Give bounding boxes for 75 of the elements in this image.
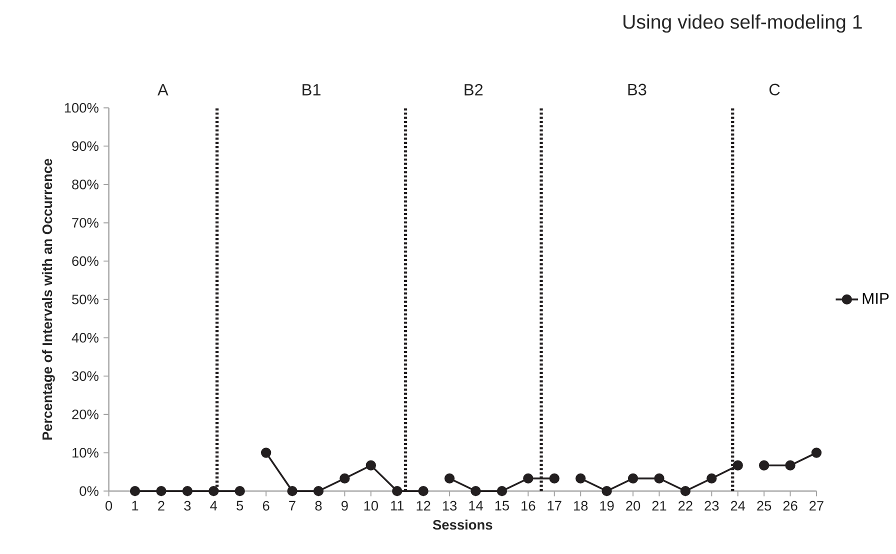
- text: B3: [628, 84, 646, 96]
- point: [549, 473, 560, 484]
- x-tick-label: 14: [469, 501, 483, 510]
- point: [575, 473, 586, 484]
- x-tick-label: 22: [678, 501, 692, 511]
- y-tick-label: 20%: [72, 410, 98, 420]
- point: [260, 448, 272, 458]
- x-tick-label: 20: [626, 501, 640, 511]
- point: [130, 486, 140, 496]
- y-tick-label: 0%: [80, 486, 98, 496]
- point: [602, 486, 612, 496]
- x-tick-label: 0: [106, 501, 112, 511]
- point: [470, 486, 481, 496]
- text: B2: [464, 84, 483, 96]
- legend-label: MIP: [862, 293, 889, 304]
- point: [523, 473, 534, 484]
- x-tick-label: 18: [574, 501, 588, 511]
- point: [785, 460, 796, 471]
- point: [156, 486, 166, 496]
- point: [313, 486, 324, 496]
- x-tick-label: 1: [132, 501, 138, 510]
- x-tick-label: 17: [548, 501, 562, 510]
- x-tick-label: 24: [730, 501, 746, 511]
- point: [340, 473, 350, 484]
- point: [680, 486, 691, 496]
- point: [706, 473, 717, 484]
- y-tick-label: 10%: [72, 448, 98, 458]
- point: [444, 473, 455, 484]
- point: [654, 473, 664, 484]
- point: [182, 486, 193, 496]
- y-tick-label: 70%: [72, 218, 98, 228]
- y-tick-label: 50%: [72, 294, 98, 304]
- y-tick-label: 80%: [72, 180, 98, 190]
- x-tick-label: 12: [416, 501, 430, 511]
- x-tick-label: 8: [315, 501, 322, 511]
- x-tick-label: 5: [236, 501, 244, 511]
- y-tick-label: 40%: [72, 333, 98, 343]
- x-tick-label: 10: [364, 501, 378, 511]
- point: [496, 486, 508, 496]
- x-tick-label: 21: [652, 501, 666, 511]
- x-tick-label: 2: [158, 501, 164, 511]
- point: [811, 448, 822, 458]
- y-tick-label: 100%: [64, 103, 98, 113]
- x-tick-label: 4: [210, 501, 218, 510]
- text: C: [769, 84, 780, 96]
- x-tick-label: 27: [810, 501, 824, 511]
- point: [234, 486, 245, 496]
- point: [208, 486, 219, 496]
- x-tick-label: 15: [495, 501, 510, 511]
- point: [366, 460, 376, 471]
- x-tick-label: 3: [184, 501, 191, 511]
- x-tick-label: 25: [757, 501, 772, 511]
- point: [287, 486, 298, 496]
- y-axis-title: Percentage of Intervals with an Occurrence: [42, 158, 55, 440]
- x-tick-label: 6: [262, 501, 270, 511]
- x-tick-label: 11: [391, 501, 404, 510]
- text: A: [158, 84, 168, 96]
- point: [418, 486, 428, 496]
- point: [758, 460, 770, 471]
- x-tick-label: 19: [600, 501, 614, 511]
- x-tick-label: 13: [442, 501, 457, 511]
- text: B1: [302, 84, 320, 96]
- x-tick-label: 23: [704, 501, 719, 511]
- y-tick-label: 30%: [72, 371, 98, 382]
- x-tick-label: 16: [522, 501, 536, 511]
- point: [732, 460, 743, 471]
- x-tick-label: 26: [783, 501, 798, 511]
- point: [628, 473, 638, 484]
- point: [392, 486, 402, 496]
- x-tick-label: 9: [342, 501, 348, 511]
- chart-title: Using video self-modeling 1: [624, 14, 862, 33]
- x-axis-title: Sessions: [432, 520, 492, 530]
- y-tick-label: 60%: [72, 256, 98, 266]
- y-tick-label: 90%: [72, 141, 98, 152]
- x-tick-label: 7: [289, 501, 296, 510]
